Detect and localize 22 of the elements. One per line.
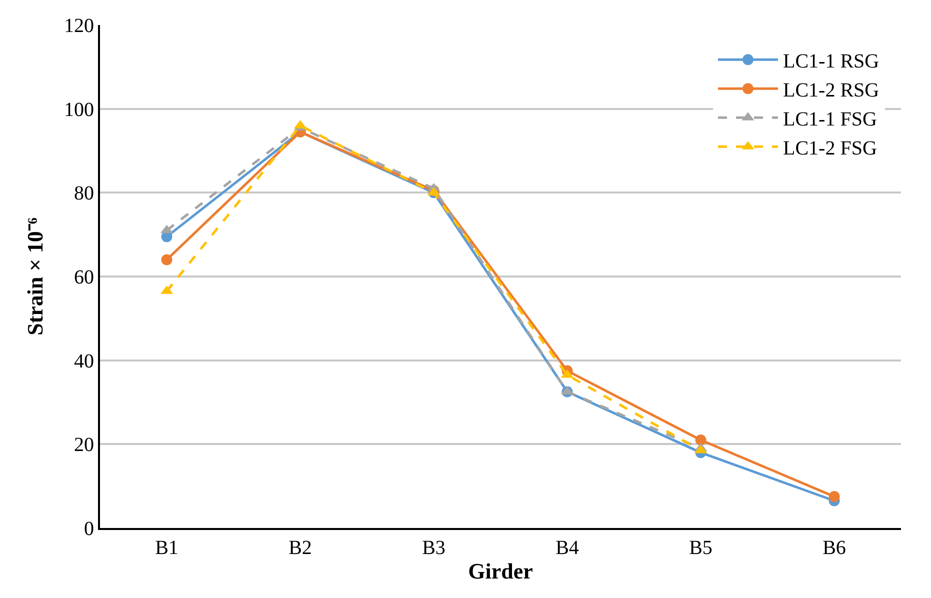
legend-label: LC1-1 RSG: [782, 50, 880, 72]
x-tick-label: B2: [288, 537, 312, 559]
legend-label: LC1-2 FSG: [782, 137, 877, 160]
y-axis-title: Strain × 10⁻⁶: [22, 217, 48, 336]
x-tick-label: B3: [422, 537, 446, 559]
y-tick-label: 20: [74, 434, 94, 456]
y-tick-label: 120: [64, 15, 94, 37]
x-tick-label: B5: [689, 537, 712, 559]
y-tick-label: 100: [64, 98, 94, 121]
point: [161, 254, 172, 266]
x-tick-label: B1: [155, 537, 178, 559]
x-axis-title: Girder: [468, 558, 534, 584]
y-tick-label: 40: [74, 350, 94, 372]
point: [695, 434, 706, 446]
x-tick-label: B6: [822, 537, 846, 559]
y-tick-label: 0: [84, 518, 94, 540]
legend-label: LC1-2 RSG: [782, 79, 880, 102]
point: [828, 491, 840, 502]
y-tick-label: 60: [74, 266, 94, 288]
y-tick-label: 80: [74, 182, 94, 205]
x-tick-label: B4: [556, 537, 579, 559]
legend-label: LC1-1 FSG: [782, 108, 877, 130]
